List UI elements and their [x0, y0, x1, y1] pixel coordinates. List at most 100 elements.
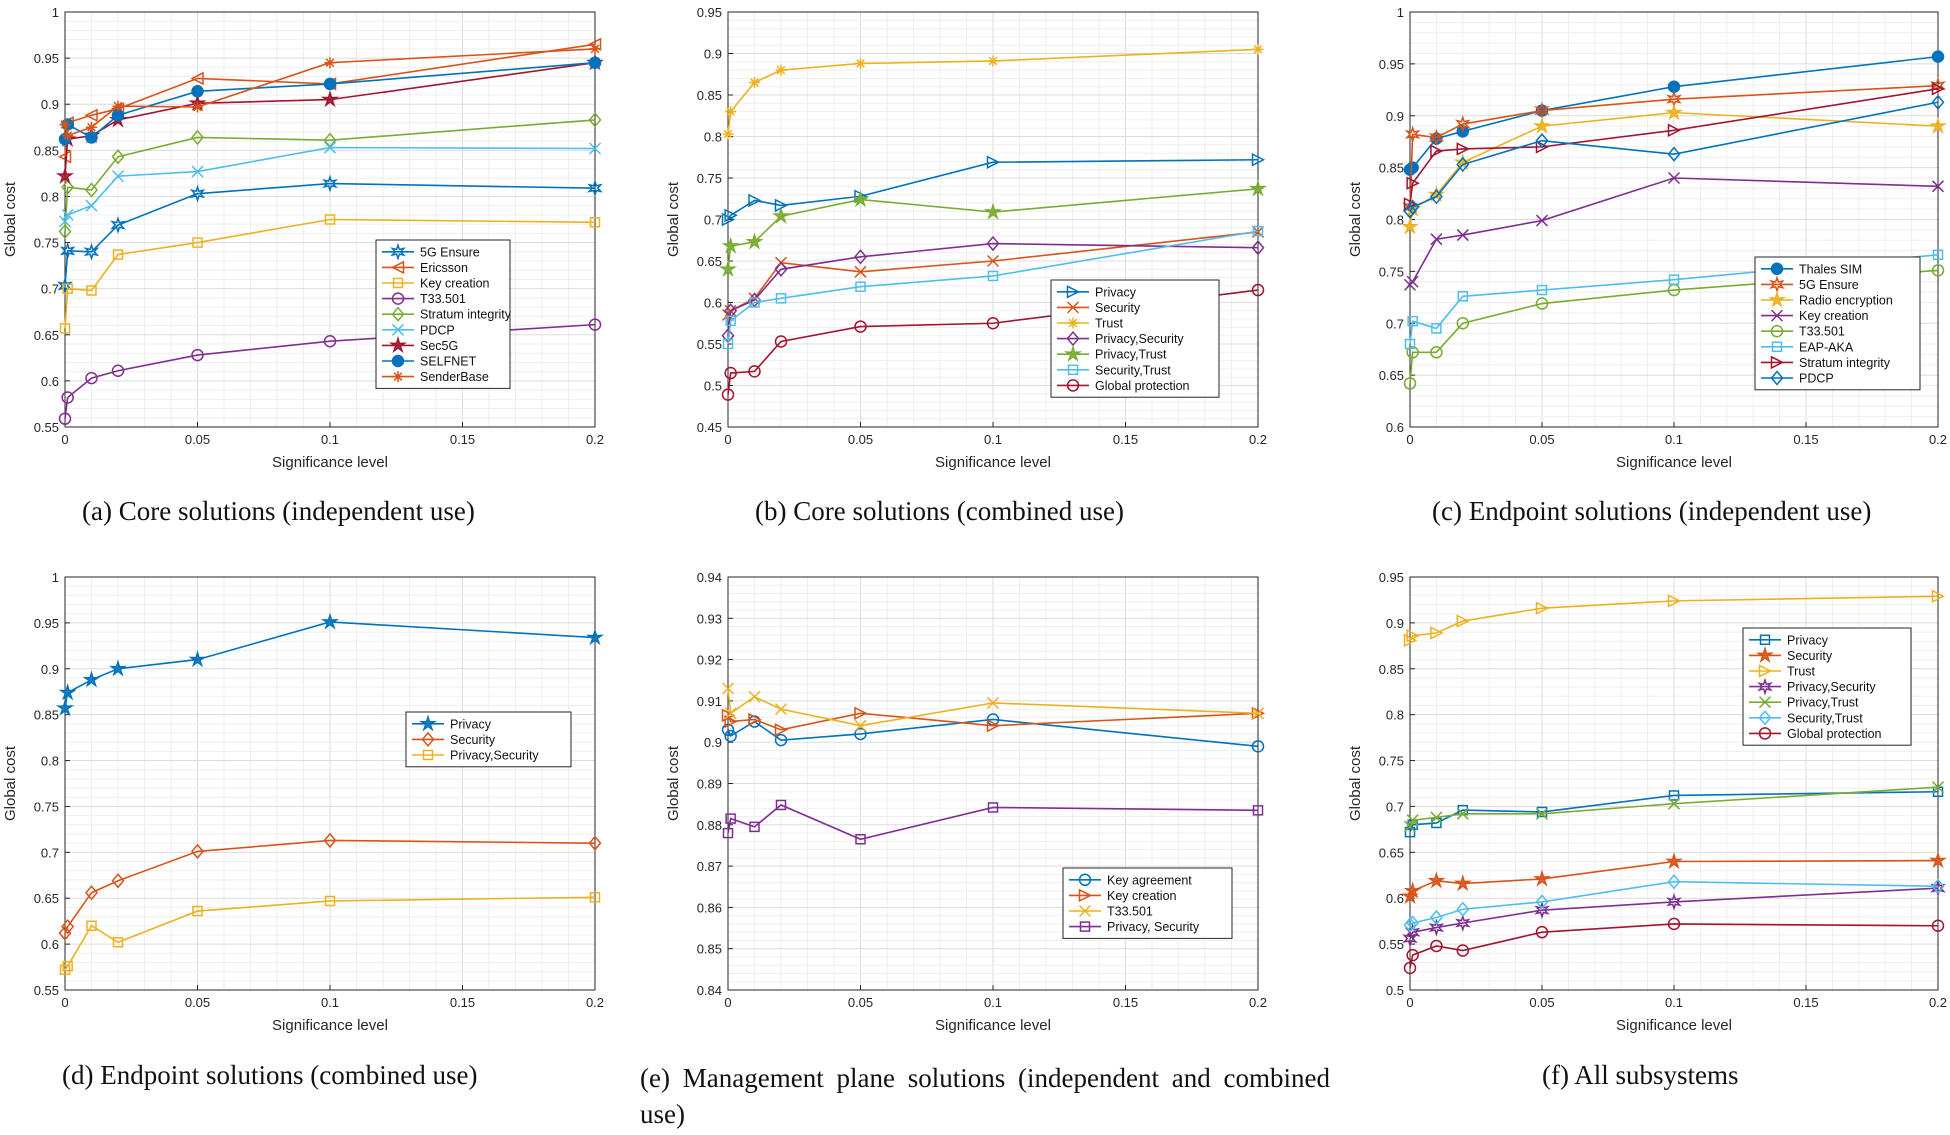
chart-a-data-point: [324, 57, 336, 69]
chart-f-legend-entry: Privacy: [1787, 633, 1829, 647]
chart-c-data-point: [1400, 217, 1420, 235]
chart-f-legend-marker: [1758, 664, 1773, 678]
chart-e-ytick-label: 0.93: [697, 611, 722, 626]
chart-b-xtick-label: 0: [724, 432, 731, 447]
chart-e-data-point: [986, 718, 1001, 733]
chart-e-series-3: [722, 799, 1264, 845]
chart-b-data-point: [855, 281, 866, 292]
chart-e-ytick-label: 0.85: [697, 942, 722, 957]
chart-b-ytick-label: 0.7: [704, 213, 722, 228]
chart-d-data-point: [588, 835, 602, 851]
chart-f-xtick-label: 0.1: [1665, 995, 1683, 1010]
chart-e-data-point: [749, 821, 760, 833]
chart-e-data-point: [987, 802, 999, 813]
chart-f-ytick-label: 0.65: [1379, 845, 1404, 860]
chart-d-grid: [64, 576, 596, 991]
chart-f-data-point: [1668, 790, 1680, 801]
chart-b-data-point: [721, 236, 740, 254]
chart-e-legend-entry: Key creation: [1107, 889, 1177, 903]
chart-b-data-point: [1251, 153, 1266, 167]
chart-c-legend-marker: [1771, 341, 1783, 353]
chart-e-data-point: [748, 690, 761, 703]
chart-a-data-point: [111, 170, 125, 183]
chart-c-legend-marker: [1770, 262, 1784, 276]
chart-e-ytick-label: 0.91: [697, 694, 722, 709]
chart-a-data-point: [85, 131, 98, 144]
chart-a-data-point: [191, 165, 204, 178]
chart-b-data-point: [986, 155, 1001, 169]
chart-a-ylabel: Global cost: [2, 181, 19, 257]
chart-c-data-point: [1931, 94, 1945, 110]
chart-f-data-point: [1535, 894, 1549, 910]
chart-d-data-point: [85, 885, 98, 901]
chart-e-data-point: [724, 707, 737, 720]
chart-a-data-point: [62, 130, 74, 142]
chart-f-series-5: [1403, 874, 1945, 933]
chart-b: 0 0.05 0.1 0.15 0.2 0.45 0.5 0.55 0.6 0.65 0.7 0.75…: [665, 5, 1267, 471]
chart-e-data-point: [1251, 707, 1265, 720]
chart-d-data-point: [191, 843, 204, 860]
chart-c-data-point: [1406, 161, 1419, 174]
chart-c-ytick-label: 0.9: [1386, 109, 1404, 124]
chart-f-data-point: [1928, 851, 1948, 869]
chart-d-data-point: [111, 873, 125, 889]
chart-b-legend-marker: [1067, 317, 1079, 329]
chart-b-series-line: [727, 242, 1259, 336]
chart-b-data-point: [724, 303, 738, 319]
chart-c-data-point: [1430, 144, 1444, 158]
chart-e-data-point: [1252, 805, 1264, 816]
chart-e: 0 0.05 0.1 0.15 0.2 0.84 0.85 0.86 0.87 0.88 0.89 0…: [665, 570, 1267, 1034]
chart-c-ytick-label: 1: [1397, 5, 1404, 20]
chart-c-data-point: [1403, 377, 1417, 390]
chart-c-ytick-label: 0.8: [1386, 213, 1404, 228]
chart-a-data-point: [588, 112, 602, 128]
chart-f-series-line: [1409, 887, 1939, 939]
chart-c-data-point: [1457, 291, 1469, 302]
chart-a-data-point: [192, 237, 203, 248]
chart-f-data-point: [1532, 869, 1552, 887]
chart-c-ytick-label: 0.7: [1386, 316, 1404, 331]
chart-b-data-point: [1252, 225, 1264, 237]
chart-b-data-point: [986, 317, 1000, 330]
chart-f-data-point: [1404, 923, 1421, 942]
chart-b-data-point: [722, 128, 734, 140]
chart-a-legend-marker: [390, 260, 405, 275]
chart-e-series-line: [727, 804, 1259, 841]
chart-e-xtick-label: 0.1: [984, 995, 1002, 1010]
caption-a: (a) Core solutions (independent use): [82, 496, 475, 526]
chart-c-data-point: [1430, 346, 1443, 359]
chart-b-xlabel: Significance level: [935, 454, 1051, 471]
chart-d-data-point: [55, 698, 75, 716]
chart-a-ytick-label: 0.85: [34, 143, 59, 158]
chart-a-data-point: [59, 119, 71, 131]
chart-b-legend-entry: Security,Trust: [1095, 363, 1171, 377]
chart-b-data-point: [855, 57, 866, 69]
chart-a-data-point: [110, 216, 126, 235]
chart-a-legend-marker: [388, 335, 408, 354]
chart-c-legend-entry: 5G Ensure: [1799, 278, 1859, 292]
chart-f-legend-entry: Global protection: [1787, 727, 1882, 741]
chart-e-legend-marker: [1079, 921, 1091, 932]
chart-b-ytick-label: 0.65: [697, 254, 722, 269]
chart-c-legend-marker: [1770, 309, 1784, 322]
chart-c-xtick-label: 0.1: [1665, 432, 1683, 447]
chart-a-data-point: [111, 364, 125, 377]
chart-f-data-point: [1403, 917, 1417, 933]
chart-d-data-point: [192, 905, 203, 917]
chart-c-data-point: [1456, 156, 1470, 173]
chart-c-xlabel: Significance level: [1616, 454, 1732, 471]
chart-b-series-line: [727, 158, 1259, 220]
chart-d-data-point: [82, 670, 101, 688]
chart-f-legend-entry: Security,Trust: [1787, 711, 1863, 725]
chart-d-ytick-label: 0.85: [34, 708, 59, 723]
chart-b-data-point: [749, 77, 760, 89]
chart-f-ytick-label: 0.95: [1379, 570, 1404, 585]
chart-a-data-point: [55, 166, 75, 184]
chart-a-legend-entry: 5G Ensure: [420, 245, 480, 259]
chart-f-legend-marker: [1757, 677, 1773, 696]
chart-a-data-point: [587, 179, 603, 198]
chart-f-data-point: [1428, 918, 1445, 937]
chart-c-legend-entry: Thales SIM: [1799, 262, 1862, 276]
chart-e-legend-marker: [1078, 904, 1092, 918]
chart-a-legend-marker: [391, 306, 405, 322]
